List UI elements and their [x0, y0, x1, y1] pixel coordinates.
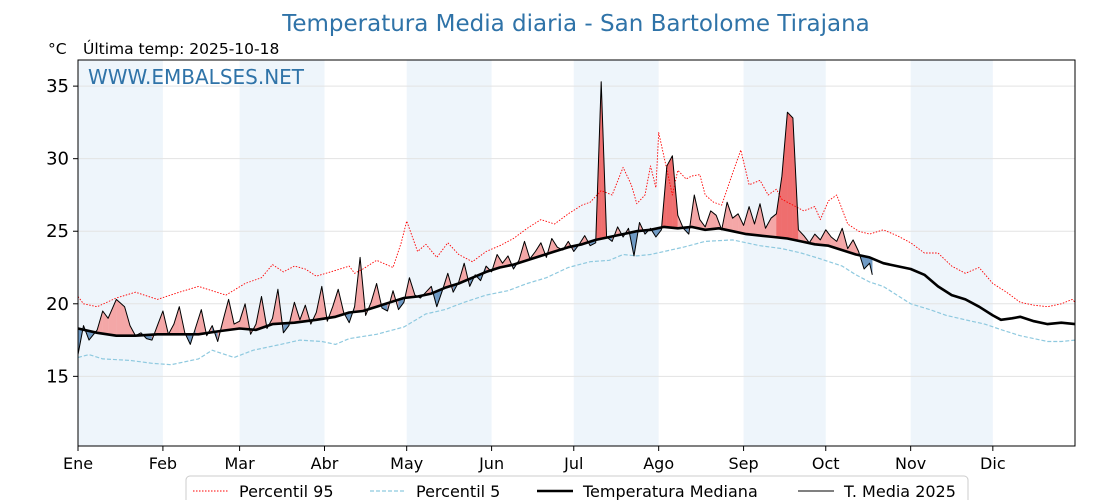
- month-band: [239, 60, 325, 446]
- y-axis-ticks: 15 20 25 30 35: [46, 76, 78, 387]
- y-tick-label: 35: [46, 76, 69, 97]
- month-band: [573, 60, 659, 446]
- month-bands: [78, 60, 993, 446]
- x-tick-label: Ago: [643, 454, 674, 473]
- x-axis-ticks: Ene Feb Mar Abr May Jun Jul Ago Sep Oct Nov Dic: [63, 446, 1006, 473]
- legend-label: Temperatura Mediana: [582, 482, 758, 500]
- x-tick-label: Dic: [980, 454, 1006, 473]
- anomaly-fill-above: [825, 229, 832, 247]
- series-line-percentil-5: [77, 239, 1076, 366]
- x-tick-label: Sep: [729, 454, 759, 473]
- y-tick-label: 30: [46, 149, 69, 170]
- y-tick-label: 25: [46, 221, 69, 242]
- x-tick-label: Nov: [895, 454, 926, 473]
- x-tick-label: Feb: [149, 454, 177, 473]
- series-line-t-media-2025: [77, 81, 873, 355]
- month-band: [78, 60, 163, 446]
- watermark: WWW.EMBALSES.NET: [88, 65, 305, 89]
- x-tick-label: Oct: [812, 454, 840, 473]
- legend-label: Percentil 95: [239, 482, 334, 500]
- y-tick-label: 15: [46, 366, 69, 387]
- legend: Percentil 95 Percentil 5 Temperatura Media…: [185, 475, 969, 500]
- series-lines: [77, 81, 1076, 366]
- x-tick-label: Jul: [563, 454, 583, 473]
- plot-frame: [77, 59, 1076, 447]
- x-tick-label: Mar: [225, 454, 256, 473]
- chart-title: Temperatura Media diaria - San Bartolome…: [281, 11, 870, 37]
- legend-label: T. Media 2025: [843, 482, 956, 500]
- legend-label: Percentil 5: [416, 482, 500, 500]
- x-tick-label: Ene: [63, 454, 93, 473]
- plot-area: Ene Feb Mar Abr May Jun Jul Ago Sep Oct Nov Dic 15 2…: [46, 59, 1076, 473]
- x-tick-label: Abr: [311, 454, 339, 473]
- series-line-temperatura-mediana: [77, 225, 1076, 337]
- x-tick-label: Jun: [478, 454, 504, 473]
- month-band: [406, 60, 492, 446]
- grid-lines: [78, 85, 1075, 377]
- x-tick-label: May: [390, 454, 423, 473]
- anomaly-fill-above: [787, 111, 794, 240]
- month-band: [910, 60, 993, 446]
- y-tick-label: 20: [46, 294, 69, 315]
- legend-items: Percentil 95 Percentil 5 Temperatura Media…: [193, 482, 956, 500]
- last-temp-label: Última temp: 2025-10-18: [83, 39, 279, 58]
- unit-label: °C: [48, 40, 67, 58]
- legend-box: [185, 475, 969, 500]
- month-band: [743, 60, 826, 446]
- series-line-percentil-95: [77, 132, 1076, 308]
